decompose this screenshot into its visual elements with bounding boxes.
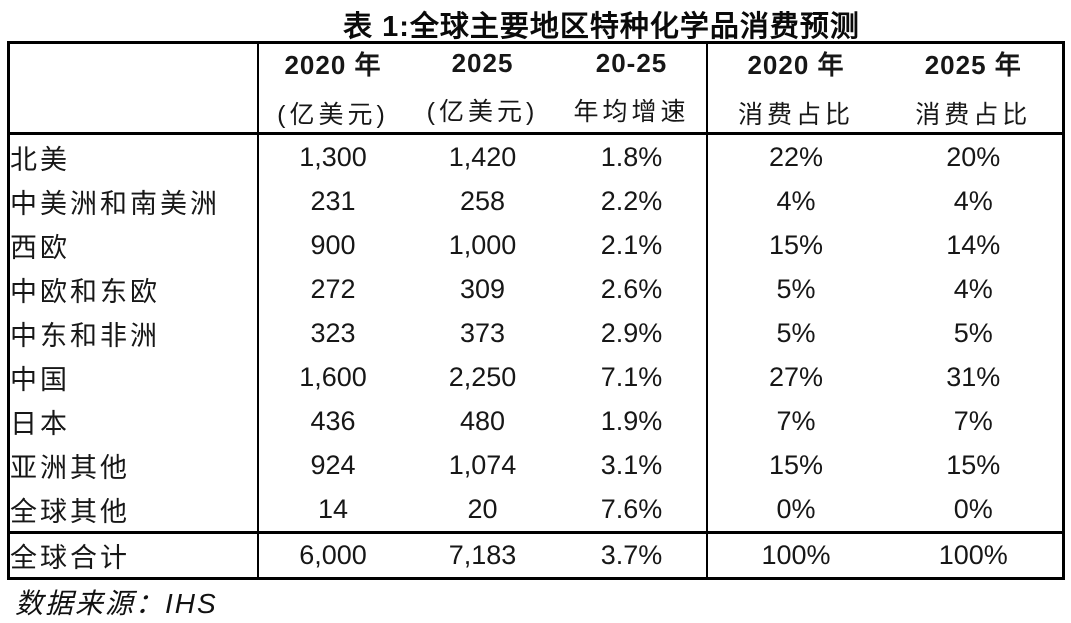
table-title: 表 1:全球主要地区特种化学品消费预测 bbox=[343, 11, 860, 43]
table-container: 2020 年 (亿美元) 2025 (亿美元) 20-25 年均增速 2020 … bbox=[7, 41, 1065, 580]
table-row: 中欧和东欧 272 309 2.6% 5% 4% bbox=[9, 267, 1064, 311]
header-cell-2020-share: 2020 年 消费占比 bbox=[705, 42, 885, 135]
value-2020-cell: 323 bbox=[256, 311, 408, 355]
header-cagr-range-label: 20-25 bbox=[595, 48, 668, 78]
header-2020-year-label: 2020 年 bbox=[284, 50, 382, 80]
value-2025-cell: 480 bbox=[459, 405, 506, 436]
share-2020-cell: 27% bbox=[705, 355, 885, 399]
share-2025-cell: 4% bbox=[953, 273, 993, 304]
growth-cell: 2.6% bbox=[600, 273, 663, 304]
share-2020-cell: 5% bbox=[705, 311, 885, 355]
share-2020-cell: 7% bbox=[705, 399, 885, 443]
header-2025-unit-label: (亿美元) bbox=[426, 98, 539, 126]
value-2025-cell: 7,183 bbox=[407, 531, 558, 579]
header-2020-unit-label: (亿美元) bbox=[277, 101, 389, 129]
header-2025-share-year-label: 2025 年 bbox=[924, 50, 1022, 80]
value-2020-cell: 14 bbox=[256, 487, 408, 533]
header-cell-2025-share: 2025 年 消费占比 bbox=[884, 42, 1064, 135]
share-2025-cell: 31% bbox=[946, 361, 1001, 392]
header-corner-cell bbox=[8, 42, 258, 135]
forecast-table: 2020 年 (亿美元) 2025 (亿美元) 20-25 年均增速 2020 … bbox=[7, 41, 1065, 580]
header-2020-share-year-label: 2020 年 bbox=[747, 50, 845, 80]
value-2020-cell: 6,000 bbox=[256, 531, 408, 579]
growth-cell: 2.2% bbox=[600, 185, 663, 216]
header-cell-2025-amount: 2025 (亿美元) bbox=[407, 42, 558, 135]
share-2020-cell: 22% bbox=[705, 133, 885, 179]
header-cell-cagr: 20-25 年均增速 bbox=[557, 42, 707, 135]
region-cell: 全球合计 bbox=[8, 531, 258, 579]
header-2025-share-label: 消费占比 bbox=[915, 101, 1032, 129]
header-cagr-label: 年均增速 bbox=[573, 98, 690, 126]
value-2025-cell: 20 bbox=[467, 493, 498, 524]
growth-cell: 1.9% bbox=[600, 405, 663, 436]
region-cell: 北美 bbox=[10, 144, 70, 175]
share-2025-cell: 20% bbox=[946, 141, 1001, 172]
value-2025-cell: 1,000 bbox=[448, 229, 517, 260]
data-source-note: 数据来源：IHS bbox=[15, 588, 218, 619]
header-row: 2020 年 (亿美元) 2025 (亿美元) 20-25 年均增速 2020 … bbox=[8, 42, 1064, 135]
share-2020-cell: 15% bbox=[705, 223, 885, 267]
value-2020-cell: 231 bbox=[256, 179, 408, 223]
region-cell: 日本 bbox=[10, 408, 70, 439]
share-2025-cell: 100% bbox=[884, 531, 1064, 579]
value-2020-cell: 436 bbox=[256, 399, 408, 443]
share-2020-cell: 100% bbox=[705, 531, 885, 579]
value-2025-cell: 1,420 bbox=[448, 141, 517, 172]
value-2025-cell: 2,250 bbox=[448, 361, 517, 392]
table-row: 全球其他 14 20 7.6% 0% 0% bbox=[9, 487, 1064, 533]
value-2020-cell: 900 bbox=[256, 223, 408, 267]
value-2020-cell: 1,300 bbox=[256, 133, 408, 179]
value-2020-cell: 924 bbox=[256, 443, 408, 487]
value-2025-cell: 309 bbox=[459, 273, 506, 304]
table-row: 西欧 900 1,000 2.1% 15% 14% bbox=[9, 223, 1064, 267]
share-2025-cell: 15% bbox=[946, 449, 1001, 480]
share-2025-cell: 7% bbox=[953, 405, 993, 436]
growth-cell: 2.1% bbox=[600, 229, 663, 260]
value-2025-cell: 1,074 bbox=[448, 449, 517, 480]
header-2020-share-label: 消费占比 bbox=[737, 101, 854, 129]
table-row: 中美洲和南美洲 231 258 2.2% 4% 4% bbox=[9, 179, 1064, 223]
table-row: 中国 1,600 2,250 7.1% 27% 31% bbox=[9, 355, 1064, 399]
region-cell: 西欧 bbox=[10, 232, 70, 263]
table-row: 亚洲其他 924 1,074 3.1% 15% 15% bbox=[9, 443, 1064, 487]
header-cell-2020-amount: 2020 年 (亿美元) bbox=[256, 42, 408, 135]
share-2025-cell: 0% bbox=[953, 493, 993, 524]
share-2025-cell: 4% bbox=[953, 185, 993, 216]
total-row: 全球合计 6,000 7,183 3.7% 100% 100% bbox=[8, 531, 1064, 579]
growth-cell: 7.1% bbox=[600, 361, 663, 392]
region-cell: 中欧和东欧 bbox=[10, 276, 160, 307]
region-cell: 中东和非洲 bbox=[10, 320, 160, 351]
region-cell: 中美洲和南美洲 bbox=[10, 188, 220, 219]
region-cell: 亚洲其他 bbox=[10, 452, 130, 483]
share-2025-cell: 5% bbox=[953, 317, 993, 348]
growth-cell: 7.6% bbox=[600, 493, 663, 524]
value-2020-cell: 1,600 bbox=[256, 355, 408, 399]
value-2025-cell: 258 bbox=[459, 185, 506, 216]
share-2020-cell: 5% bbox=[705, 267, 885, 311]
share-2025-cell: 14% bbox=[946, 229, 1001, 260]
table-row: 日本 436 480 1.9% 7% 7% bbox=[9, 399, 1064, 443]
growth-cell: 1.8% bbox=[600, 141, 663, 172]
value-2025-cell: 373 bbox=[459, 317, 506, 348]
header-2025-year-label: 2025 bbox=[451, 48, 514, 78]
table-row: 北美 1,300 1,420 1.8% 22% 20% bbox=[9, 133, 1064, 179]
growth-cell: 3.1% bbox=[600, 449, 663, 480]
table-row: 中东和非洲 323 373 2.9% 5% 5% bbox=[9, 311, 1064, 355]
value-2020-cell: 272 bbox=[256, 267, 408, 311]
region-cell: 中国 bbox=[10, 364, 70, 395]
share-2020-cell: 0% bbox=[705, 487, 885, 533]
share-2020-cell: 4% bbox=[705, 179, 885, 223]
growth-cell: 2.9% bbox=[600, 317, 663, 348]
share-2020-cell: 15% bbox=[705, 443, 885, 487]
growth-cell: 3.7% bbox=[557, 531, 707, 579]
region-cell: 全球其他 bbox=[10, 496, 130, 527]
